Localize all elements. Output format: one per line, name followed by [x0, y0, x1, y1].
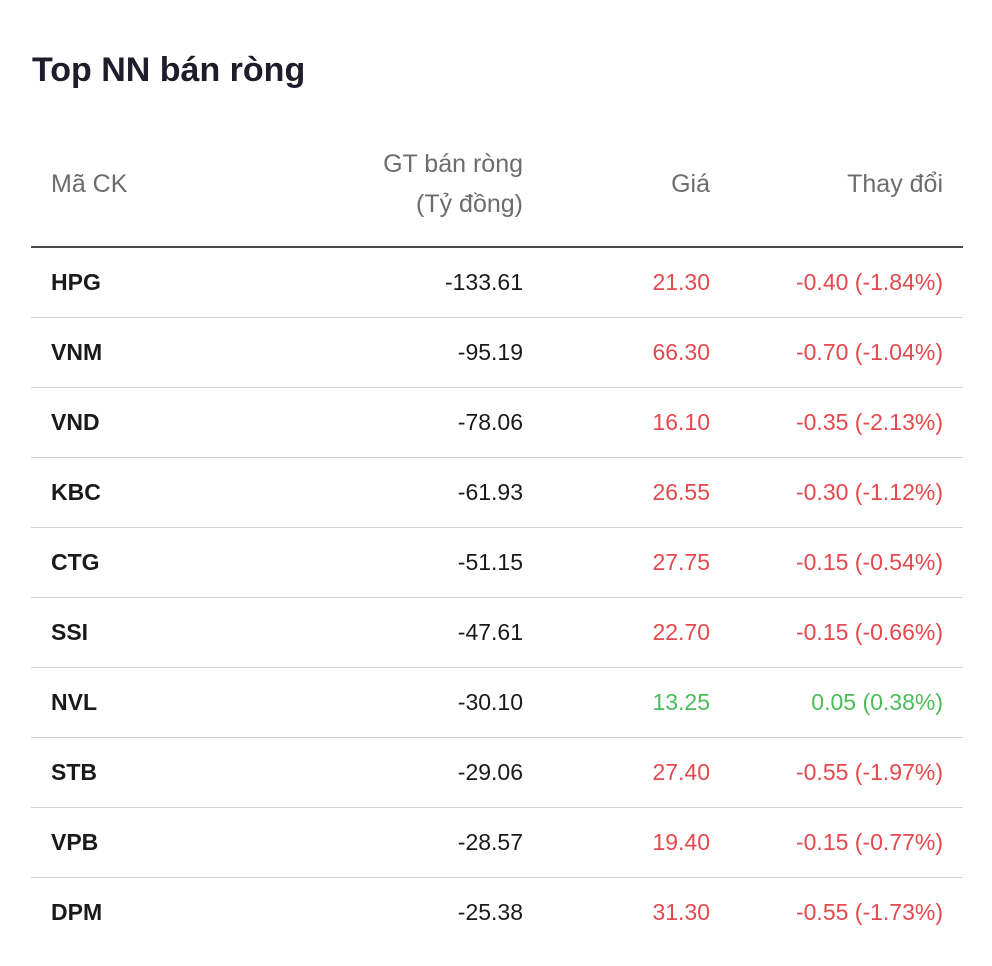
column-header-price: Giá	[671, 170, 710, 198]
stock-code[interactable]: KBC	[51, 479, 101, 505]
stock-code[interactable]: NVL	[51, 689, 97, 715]
price-change: -0.30 (-1.12%)	[795, 479, 943, 505]
price: 21.30	[652, 269, 710, 295]
price: 31.30	[652, 899, 710, 925]
price-change: -0.40 (-1.84%)	[795, 269, 943, 295]
price: 26.55	[652, 479, 710, 505]
net-sell-table: Mã CK GT bán ròng (Tỷ đồng) Giá Thay đổi…	[31, 136, 963, 947]
price-change: -0.55 (-1.97%)	[795, 759, 943, 785]
price: 13.25	[652, 689, 710, 715]
net-sell-value: -29.06	[457, 759, 523, 785]
column-header-code: Mã CK	[51, 170, 128, 198]
table-header: Mã CK GT bán ròng (Tỷ đồng) Giá Thay đổi	[31, 136, 963, 248]
price-change: -0.55 (-1.73%)	[795, 899, 943, 925]
table-row[interactable]: SSI -47.61 22.70 -0.15 (-0.66%)	[31, 598, 963, 668]
net-sell-value: -95.19	[457, 339, 523, 365]
stock-code[interactable]: DPM	[51, 899, 103, 925]
column-header-change: Thay đổi	[847, 170, 943, 198]
table-row[interactable]: DPM -25.38 31.30 -0.55 (-1.73%)	[31, 878, 963, 947]
net-sell-value: -28.57	[457, 829, 523, 855]
price-change: 0.05 (0.38%)	[811, 689, 943, 715]
table-row[interactable]: NVL -30.10 13.25 0.05 (0.38%)	[31, 668, 963, 738]
stock-code[interactable]: VPB	[51, 829, 99, 855]
price: 22.70	[652, 619, 710, 645]
column-header-net-sell-value-line2: (Tỷ đồng)	[416, 190, 523, 218]
price: 27.75	[652, 549, 710, 575]
net-sell-value: -51.15	[457, 549, 523, 575]
price-change: -0.15 (-0.66%)	[795, 619, 943, 645]
table-row[interactable]: CTG -51.15 27.75 -0.15 (-0.54%)	[31, 528, 963, 598]
net-sell-value: -61.93	[457, 479, 523, 505]
price: 27.40	[652, 759, 710, 785]
column-header-net-sell-value: GT bán ròng (Tỷ đồng)	[383, 144, 523, 224]
table-row[interactable]: KBC -61.93 26.55 -0.30 (-1.12%)	[31, 458, 963, 528]
net-sell-value: -133.61	[444, 269, 523, 295]
price-change: -0.15 (-0.54%)	[795, 549, 943, 575]
table-row[interactable]: STB -29.06 27.40 -0.55 (-1.97%)	[31, 738, 963, 808]
table-row[interactable]: VND -78.06 16.10 -0.35 (-2.13%)	[31, 388, 963, 458]
stock-code[interactable]: HPG	[51, 269, 101, 295]
net-sell-value: -78.06	[457, 409, 523, 435]
column-header-net-sell-value-line1: GT bán ròng	[383, 150, 523, 178]
price: 16.10	[652, 409, 710, 435]
stock-code[interactable]: VND	[51, 409, 100, 435]
stock-code[interactable]: STB	[51, 759, 97, 785]
stock-code[interactable]: SSI	[51, 619, 89, 645]
net-sell-value: -47.61	[457, 619, 523, 645]
panel-title: Top NN bán ròng	[32, 51, 306, 89]
price-change: -0.70 (-1.04%)	[795, 339, 943, 365]
net-sell-value: -25.38	[457, 899, 523, 925]
net-sell-value: -30.10	[457, 689, 523, 715]
table-row[interactable]: VPB -28.57 19.40 -0.15 (-0.77%)	[31, 808, 963, 878]
price: 66.30	[652, 339, 710, 365]
stock-code[interactable]: VNM	[51, 339, 103, 365]
stock-code[interactable]: CTG	[51, 549, 100, 575]
price: 19.40	[652, 829, 710, 855]
price-change: -0.35 (-2.13%)	[795, 409, 943, 435]
price-change: -0.15 (-0.77%)	[795, 829, 943, 855]
table-row[interactable]: VNM -95.19 66.30 -0.70 (-1.04%)	[31, 318, 963, 388]
table-row[interactable]: HPG -133.61 21.30 -0.40 (-1.84%)	[31, 248, 963, 318]
